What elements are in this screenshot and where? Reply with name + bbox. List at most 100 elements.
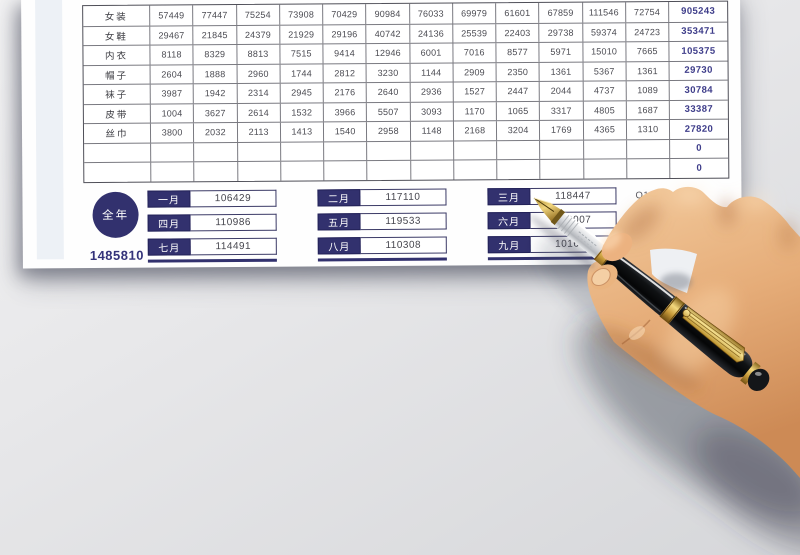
month-value-cell[interactable]: 90984 [365,3,409,24]
month-value-cell[interactable]: 59374 [581,22,626,42]
month-value-cell[interactable]: 1144 [409,63,453,82]
month-value-cell[interactable]: 40742 [365,24,409,44]
month-value-cell[interactable]: 29738 [538,23,582,42]
month-value-cell[interactable]: 12946 [365,43,410,63]
month-value-cell[interactable]: 24136 [408,24,453,43]
month-value-cell[interactable]: 4737 [582,81,626,101]
month-value-cell[interactable]: 1089 [625,80,669,100]
month-value-cell[interactable] [496,140,540,160]
month-value-cell[interactable]: 72754 [624,1,669,22]
row-total-cell[interactable]: 29730 [668,61,728,80]
month-value-cell[interactable]: 2936 [409,82,453,102]
product-label-cell[interactable] [84,143,150,162]
month-value-cell[interactable]: 7016 [452,43,496,63]
month-value-cell[interactable] [452,160,497,180]
month-value-cell[interactable]: 5507 [366,102,410,122]
month-value-cell[interactable]: 8577 [495,42,539,62]
product-label-cell[interactable]: 丝巾 [105,129,129,141]
month-value-box[interactable]: 106429 [190,189,277,208]
month-value-cell[interactable]: 2350 [495,62,539,82]
month-value-cell[interactable]: 61601 [495,2,539,23]
product-label-cell[interactable]: 女装 [104,11,128,23]
month-value-cell[interactable]: 69979 [451,3,496,24]
month-value-cell[interactable]: 73908 [278,4,323,25]
month-value-cell[interactable]: 75254 [235,4,280,25]
month-value-cell[interactable]: 25539 [452,23,496,43]
month-value-cell[interactable]: 1942 [192,84,237,103]
month-value-cell[interactable]: 21929 [279,24,323,44]
month-value-cell[interactable] [625,139,670,159]
month-value-cell[interactable]: 2604 [149,64,193,84]
month-value-cell[interactable]: 3800 [149,123,194,143]
month-value-box[interactable]: 110308 [360,236,447,255]
month-value-cell[interactable] [236,161,281,181]
row-total-cell[interactable]: 353471 [668,22,728,41]
month-value-cell[interactable]: 29467 [149,25,193,45]
month-value-cell[interactable]: 1065 [495,101,540,121]
month-value-cell[interactable] [193,162,237,181]
month-value-cell[interactable]: 70429 [322,4,366,24]
month-value-cell[interactable] [279,141,324,161]
month-value-cell[interactable]: 1361 [625,61,669,81]
month-value-box[interactable]: 117110 [360,188,447,207]
month-value-cell[interactable]: 1361 [538,62,583,81]
month-value-cell[interactable] [366,141,410,161]
month-value-cell[interactable]: 2960 [236,64,280,84]
month-value-cell[interactable]: 2032 [193,123,237,142]
month-value-cell[interactable]: 1310 [625,119,670,139]
month-label-box[interactable]: 七月 [147,238,191,256]
month-value-cell[interactable]: 57449 [149,5,193,26]
row-total-cell[interactable]: 905243 [668,1,728,22]
month-value-cell[interactable]: 2044 [538,81,583,101]
month-value-cell[interactable] [323,141,367,161]
month-value-cell[interactable]: 1888 [192,64,237,84]
month-value-cell[interactable]: 2640 [365,82,410,102]
month-value-cell[interactable]: 111546 [581,2,625,23]
product-label-cell[interactable]: 女鞋 [104,31,128,43]
month-value-cell[interactable]: 2614 [236,103,280,123]
month-value-cell[interactable]: 76033 [408,3,453,24]
month-value-box[interactable]: 110986 [190,213,277,232]
month-label-box[interactable]: 三月 [487,187,531,206]
month-value-cell[interactable]: 77447 [192,5,236,25]
month-value-cell[interactable]: 9414 [322,44,366,63]
row-total-cell[interactable]: 30784 [668,80,728,100]
month-label-box[interactable]: 二月 [317,189,361,207]
month-value-cell[interactable]: 6001 [408,43,453,63]
month-value-cell[interactable]: 8118 [149,45,193,65]
month-value-cell[interactable]: 2909 [452,62,496,82]
month-value-cell[interactable]: 2447 [495,81,540,101]
row-total-cell[interactable]: 105375 [668,41,728,61]
month-value-cell[interactable]: 3230 [365,63,410,83]
month-value-cell[interactable]: 3317 [539,101,583,120]
month-value-cell[interactable] [409,160,454,180]
month-value-cell[interactable] [582,139,626,159]
month-value-cell[interactable]: 5367 [582,61,626,81]
row-total-cell[interactable]: 0 [669,158,729,178]
month-value-cell[interactable]: 2176 [322,83,367,102]
month-value-box[interactable]: 119533 [360,212,447,231]
month-value-cell[interactable]: 15010 [581,42,626,62]
month-label-box[interactable]: 一月 [147,190,191,208]
month-value-cell[interactable]: 3093 [409,102,453,121]
month-value-cell[interactable]: 22403 [495,23,539,43]
month-value-cell[interactable] [539,159,583,179]
month-value-cell[interactable]: 1527 [452,82,496,102]
month-value-cell[interactable]: 2958 [366,121,410,141]
month-value-cell[interactable]: 1687 [625,100,669,120]
month-value-cell[interactable] [582,159,627,179]
month-value-cell[interactable]: 2113 [236,122,280,142]
month-value-cell[interactable] [193,142,237,162]
row-total-cell[interactable]: 27820 [668,119,729,139]
month-label-box[interactable]: 四月 [147,214,191,232]
month-value-cell[interactable]: 1170 [452,101,496,121]
month-value-cell[interactable] [236,142,280,162]
month-value-cell[interactable]: 2945 [279,83,323,103]
month-value-cell[interactable]: 3966 [322,102,367,122]
month-value-cell[interactable]: 4365 [582,120,626,140]
month-value-cell[interactable]: 67859 [538,2,582,23]
month-label-box[interactable]: 九月 [487,235,531,254]
month-value-cell[interactable]: 2812 [322,63,366,83]
month-value-box[interactable]: 118447 [530,187,617,205]
month-label-box[interactable]: 八月 [317,237,361,255]
